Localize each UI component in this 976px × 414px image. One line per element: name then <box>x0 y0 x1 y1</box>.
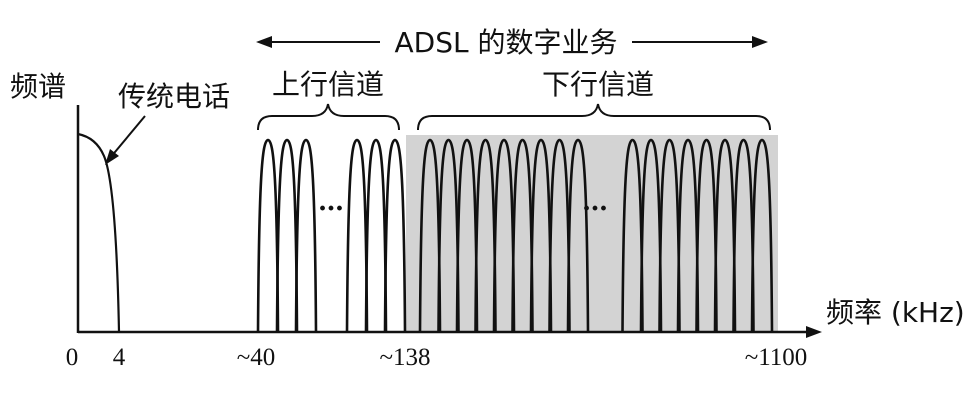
x-axis-arrowhead <box>806 326 822 338</box>
downstream-lobe <box>474 138 497 333</box>
adsl-banner-left-arrowhead <box>256 36 272 48</box>
x-axis-label: 频率 (kHz) <box>826 296 965 329</box>
voice-label: 传统电话 <box>118 80 230 113</box>
downstream-lobe <box>713 138 737 333</box>
tick-label-4: 4 <box>113 344 126 371</box>
downstream-lobe <box>529 138 553 333</box>
tick-label-0: 0 <box>66 344 79 371</box>
downstream-lobe <box>639 138 663 333</box>
upstream-ellipsis: … <box>318 187 344 217</box>
downstream-lobe <box>511 138 534 333</box>
upstream-label: 上行信道 <box>272 68 384 101</box>
voice-label-arrow <box>109 115 146 159</box>
subchannel-lobes <box>256 138 774 333</box>
upstream-brace <box>257 103 400 131</box>
tick-label-1100: ~1100 <box>745 344 808 371</box>
upstream-lobe <box>345 138 369 333</box>
downstream-lobe <box>750 138 774 333</box>
downstream-lobe <box>437 138 460 333</box>
downstream-lobe <box>455 138 479 333</box>
upstream-lobe <box>294 138 318 333</box>
voice-label-arrowhead <box>105 149 119 165</box>
upstream-lobe <box>275 138 299 333</box>
voice-spectrum-curve <box>77 132 121 333</box>
downstream-label: 下行信道 <box>542 68 654 101</box>
tick-label-40: ~40 <box>237 344 276 371</box>
adsl-banner-label: ADSL 的数字业务 <box>395 26 618 59</box>
downstream-lobe <box>676 138 700 333</box>
tick-label-138: ~138 <box>379 344 430 371</box>
upstream-lobe <box>364 138 388 333</box>
upstream-lobe <box>383 138 407 333</box>
adsl-banner-right-arrowhead <box>752 36 768 48</box>
downstream-lobe <box>566 138 590 333</box>
downstream-lobe <box>621 138 644 333</box>
downstream-lobe <box>548 138 571 333</box>
upstream-lobe <box>256 138 280 333</box>
downstream-lobe <box>492 138 516 333</box>
downstream-lobe <box>658 138 681 333</box>
downstream-ellipsis: … <box>582 187 608 217</box>
downstream-lobe <box>418 138 442 333</box>
y-axis-label: 频谱 <box>10 70 66 103</box>
downstream-lobe <box>732 138 755 333</box>
downstream-brace <box>417 103 771 131</box>
downstream-lobe <box>695 138 718 333</box>
